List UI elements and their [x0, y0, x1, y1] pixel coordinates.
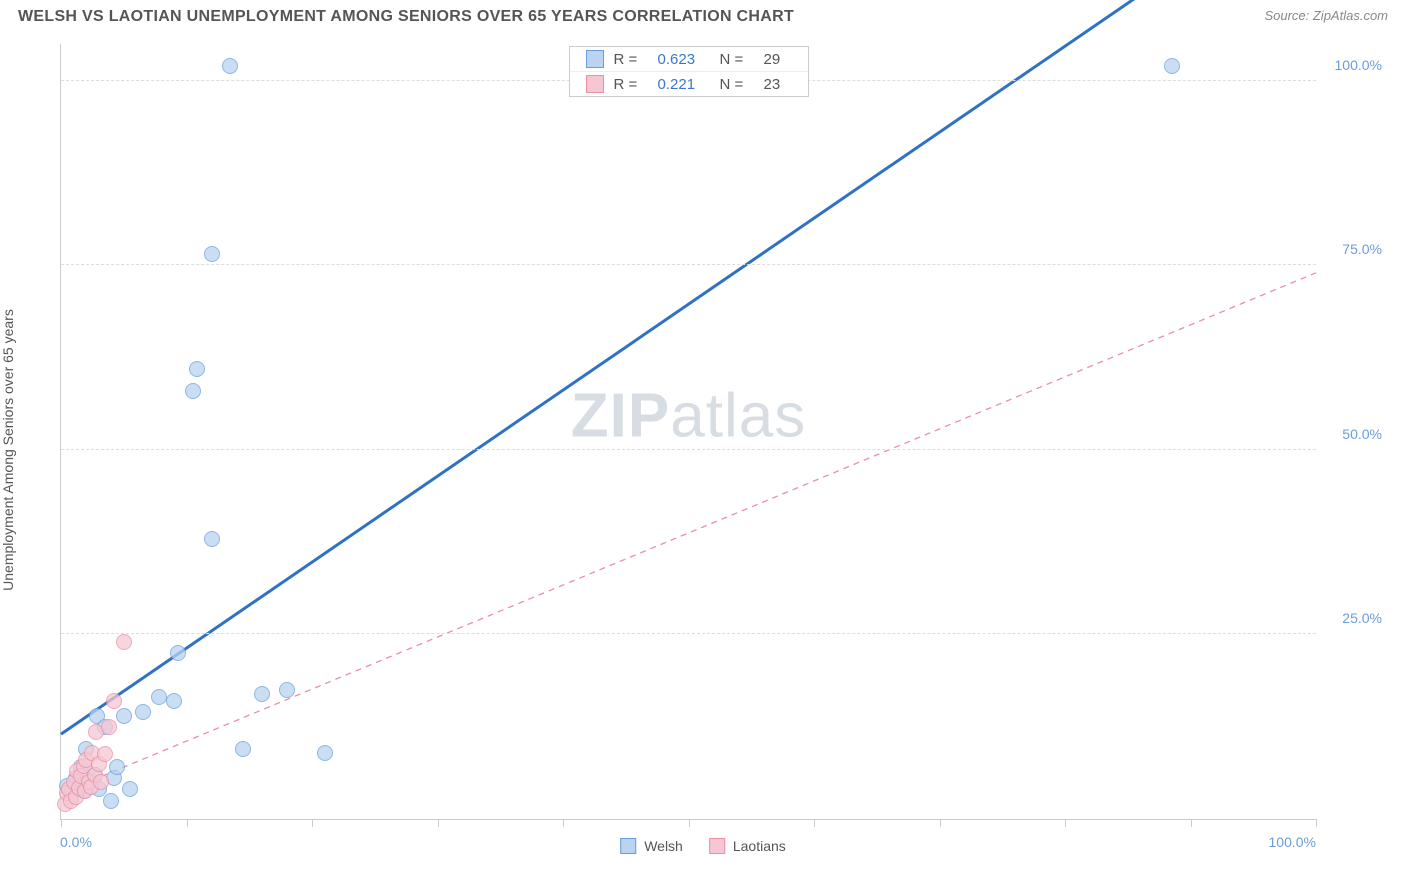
data-point [235, 741, 251, 757]
legend-swatch [709, 838, 725, 854]
x-tick [438, 819, 439, 827]
source-label: Source: ZipAtlas.com [1264, 8, 1388, 23]
data-point [122, 781, 138, 797]
chart-title: WELSH VS LAOTIAN UNEMPLOYMENT AMONG SENI… [18, 8, 794, 26]
legend-row: R = 0.221 N = 23 [570, 71, 808, 96]
legend-swatch [586, 50, 604, 68]
y-axis-label: Unemployment Among Seniors over 65 years [0, 309, 16, 591]
data-point [93, 774, 109, 790]
data-point [151, 689, 167, 705]
r-label: R = [614, 51, 648, 68]
data-point [317, 745, 333, 761]
legend-item: Welsh [620, 838, 683, 854]
n-value: 23 [764, 76, 792, 93]
y-tick-label: 50.0% [1342, 426, 1382, 442]
data-point [1164, 58, 1180, 74]
x-tick [187, 819, 188, 827]
x-tick [1065, 819, 1066, 827]
data-point [103, 793, 119, 809]
data-point [185, 383, 201, 399]
x-tick [940, 819, 941, 827]
plot-region: ZIPatlas R = 0.623N = 29R = 0.221N = 23 … [60, 44, 1316, 820]
trend-lines [61, 44, 1316, 819]
legend-swatch [586, 75, 604, 93]
data-point [204, 531, 220, 547]
r-label: R = [614, 76, 648, 93]
x-axis-min-label: 0.0% [60, 834, 92, 850]
legend-label: Welsh [644, 838, 683, 854]
data-point [204, 246, 220, 262]
r-value: 0.623 [658, 51, 710, 68]
legend-label: Laotians [733, 838, 786, 854]
gridline [61, 264, 1316, 265]
trend-line [61, 273, 1316, 793]
y-tick-label: 100.0% [1335, 57, 1382, 73]
x-tick [814, 819, 815, 827]
x-axis-max-label: 100.0% [1269, 834, 1316, 850]
gridline [61, 449, 1316, 450]
data-point [222, 58, 238, 74]
y-tick-label: 75.0% [1342, 241, 1382, 257]
x-tick [1316, 819, 1317, 827]
data-point [97, 746, 113, 762]
legend-swatch [620, 838, 636, 854]
data-point [109, 759, 125, 775]
header: WELSH VS LAOTIAN UNEMPLOYMENT AMONG SENI… [0, 0, 1406, 30]
data-point [101, 719, 117, 735]
gridline [61, 633, 1316, 634]
data-point [254, 686, 270, 702]
x-tick [312, 819, 313, 827]
x-tick [563, 819, 564, 827]
n-label: N = [720, 76, 754, 93]
x-tick [689, 819, 690, 827]
n-value: 29 [764, 51, 792, 68]
data-point [135, 704, 151, 720]
trend-line [61, 0, 1316, 734]
x-tick [61, 819, 62, 827]
chart-area: Unemployment Among Seniors over 65 years… [18, 38, 1388, 862]
data-point [170, 645, 186, 661]
y-tick-label: 25.0% [1342, 610, 1382, 626]
x-tick [1191, 819, 1192, 827]
data-point [189, 361, 205, 377]
data-point [106, 693, 122, 709]
data-point [166, 693, 182, 709]
legend-row: R = 0.623 N = 29 [570, 47, 808, 71]
data-point [116, 708, 132, 724]
r-value: 0.221 [658, 76, 710, 93]
correlation-legend: R = 0.623 N = 29 R = 0.221 N = 23 [569, 46, 809, 97]
n-label: N = [720, 51, 754, 68]
data-point [116, 634, 132, 650]
legend-item: Laotians [709, 838, 786, 854]
series-legend: Welsh Laotians [620, 838, 786, 854]
data-point [279, 682, 295, 698]
